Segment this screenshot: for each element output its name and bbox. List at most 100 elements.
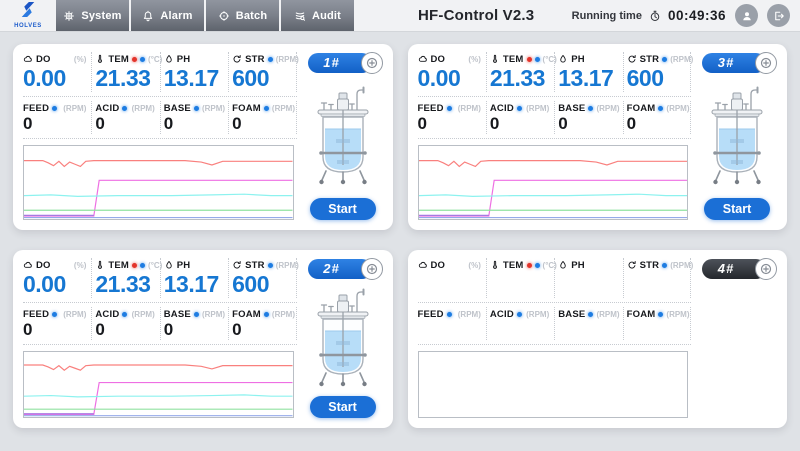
panel-metrics-area: DO (%) 0.00 TEM (°C) 21.33 PH 13.17 STR (RPM) 600 F… [23, 258, 299, 418]
metric-do: DO (%) 0.00 [23, 258, 91, 298]
cloud-icon [23, 260, 33, 270]
tab-audit[interactable]: Audit [281, 0, 354, 31]
metric-do: DO (%) [418, 258, 486, 298]
metric-unit: (RPM) [131, 309, 155, 319]
start-button[interactable]: Start [309, 198, 376, 220]
metric-label: BASE [163, 308, 191, 320]
rotate-icon [627, 260, 637, 270]
pump-metrics-row: FEED (RPM) ACID (RPM) BASE (RPM) FOAM (RPM) [417, 303, 691, 345]
metric-unit: (RPM) [457, 309, 481, 319]
metric-header: ACID (RPM) [490, 101, 549, 115]
plus-icon[interactable] [755, 258, 777, 280]
reactor-number: 2# [323, 261, 340, 276]
plus-icon[interactable] [360, 258, 383, 280]
metric-value: 21.33 [489, 65, 546, 91]
reactor-number-badge: 1# [307, 52, 383, 74]
user-button[interactable] [735, 4, 758, 27]
metric-label: TEM [108, 259, 130, 271]
metric-acid: ACID (RPM) 0 [485, 101, 554, 134]
thermometer-icon [95, 54, 105, 64]
metric-str: STR (RPM) 600 [622, 52, 693, 92]
plus-icon[interactable] [755, 52, 777, 74]
droplet-icon [164, 260, 174, 270]
gear-icon [63, 10, 75, 22]
metric-ph: PH 13.17 [554, 52, 622, 92]
metric-header: STR (RPM) [627, 258, 693, 272]
tab-batch[interactable]: Batch [206, 0, 279, 31]
pump-metrics-row: FEED (RPM) 0 ACID (RPM) 0 BASE (RPM) 0 FOAM (RPM) 0 [23, 97, 297, 139]
reactor-number: 3# [717, 55, 735, 70]
metric-value: 13.17 [163, 65, 220, 91]
metric-label: TEM [108, 53, 130, 65]
topbar-right: Running time 00:49:36 [572, 0, 800, 31]
pump-metrics-row: FEED (RPM) 0 ACID (RPM) 0 BASE (RPM) 0 FOAM (RPM) 0 [417, 97, 691, 139]
metric-tem: TEM (°C) 21.33 [91, 258, 162, 298]
metric-label: ACID [489, 308, 514, 320]
metric-value: 21.33 [95, 65, 151, 91]
metric-value: 600 [232, 65, 269, 91]
metric-value: 13.17 [558, 65, 614, 91]
logout-button[interactable] [767, 4, 790, 27]
metric-value: 0.00 [417, 65, 461, 91]
tab-system[interactable]: System [56, 0, 129, 31]
metric-acid: ACID (RPM) 0 [91, 307, 159, 340]
red-indicator-dot [526, 56, 532, 62]
blue-indicator-dot [140, 56, 146, 62]
metric-acid: ACID (RPM) 0 [91, 101, 159, 134]
metric-tem: TEM (°C) [485, 258, 557, 298]
metric-unit: (°C) [542, 260, 557, 270]
metric-label: DO [430, 53, 446, 65]
metric-value: 0 [558, 114, 568, 133]
metric-header: DO (%) [23, 258, 86, 272]
blue-indicator-dot [122, 311, 128, 317]
metric-unit: (RPM) [275, 260, 299, 270]
reactor-number-badge: 4# [702, 258, 777, 280]
tab-alarm[interactable]: Alarm [131, 0, 204, 31]
metric-value [627, 321, 685, 340]
metric-feed: FEED (RPM) 0 [418, 101, 486, 134]
metric-value: 0 [23, 114, 32, 133]
blue-indicator-dot [534, 262, 540, 268]
reactor-panel-1: DO (%) 0.00 TEM (°C) 21.33 PH 13.17 STR (RPM) 600 F… [13, 44, 393, 230]
metric-value [418, 272, 481, 298]
start-button[interactable]: Start [704, 198, 770, 220]
rotate-icon [627, 54, 637, 64]
metric-unit: (RPM) [670, 260, 694, 270]
metric-header: DO (%) [23, 52, 86, 66]
metric-header: ACID (RPM) [95, 101, 154, 115]
metric-header: PH [164, 52, 223, 66]
metric-base: BASE (RPM) 0 [159, 101, 228, 134]
blue-indicator-dot [52, 311, 58, 317]
metric-label: PH [176, 259, 191, 271]
metric-unit: (°C) [542, 54, 557, 64]
metric-label: STR [639, 53, 660, 65]
metric-do: DO (%) 0.00 [23, 52, 91, 92]
thermometer-icon [490, 260, 500, 270]
reactor-number-badge: 3# [702, 52, 777, 74]
metric-value [558, 321, 617, 340]
blue-indicator-dot [52, 105, 58, 111]
start-button[interactable]: Start [309, 396, 376, 418]
metric-label: STR [245, 259, 265, 271]
metric-header: BASE (RPM) [558, 101, 619, 115]
metric-header: BASE (RPM) [163, 307, 225, 321]
cloud-icon [418, 260, 428, 270]
metric-feed: FEED (RPM) 0 [23, 307, 91, 340]
user-icon [741, 10, 753, 22]
panel-metrics-area: DO (%) 0.00 TEM (°C) 21.33 PH 13.17 STR (RPM) 600 F… [23, 52, 299, 220]
primary-metrics-row: DO (%) 0.00 TEM (°C) 21.33 PH 13.17 STR (RPM) 600 [417, 52, 693, 97]
metric-label: FOAM [232, 102, 261, 114]
metric-label: ACID [95, 102, 120, 114]
metric-unit: (°C) [148, 54, 163, 64]
plus-icon[interactable] [360, 52, 383, 74]
metric-label: STR [245, 53, 265, 65]
metric-header: STR (RPM) [627, 52, 693, 66]
metric-value: 0 [95, 114, 105, 133]
metric-tem: TEM (°C) 21.33 [91, 52, 163, 92]
metric-value: 600 [626, 65, 664, 91]
metric-unit: (RPM) [271, 103, 296, 113]
audit-icon [294, 10, 306, 22]
panel-side-column: 2# Start [302, 258, 384, 418]
metric-unit: (RPM) [457, 103, 481, 113]
bell-icon [142, 10, 154, 22]
